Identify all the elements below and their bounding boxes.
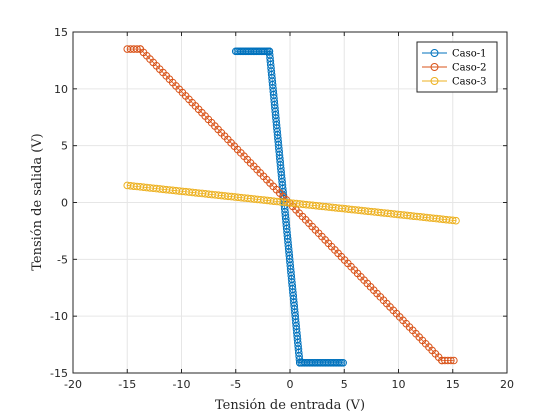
legend: Caso-1 Caso-2 Caso-3 — [416, 41, 498, 93]
x-tick-label: 0 — [287, 378, 294, 391]
legend-label: Caso-2 — [452, 63, 487, 74]
data-point — [447, 356, 455, 365]
series-Caso-1 — [231, 47, 347, 367]
data-point — [339, 358, 347, 367]
data-point — [450, 356, 458, 365]
y-tick-label: 5 — [61, 140, 68, 153]
series-line — [235, 50, 344, 364]
legend-marker — [430, 77, 439, 85]
legend-marker — [430, 49, 439, 57]
y-tick-label: -5 — [57, 253, 68, 266]
series-Caso-2 — [123, 45, 458, 365]
data-point — [441, 356, 449, 365]
x-tick-label: -20 — [64, 378, 82, 391]
x-tick-label: -10 — [173, 378, 191, 391]
x-tick-label: 10 — [392, 378, 406, 391]
x-tick-label: 20 — [500, 378, 514, 391]
x-axis-label: Tensión de entrada (V) — [215, 398, 365, 413]
y-tick-label: 15 — [54, 26, 68, 39]
legend-marker — [430, 63, 439, 71]
data-point — [444, 356, 452, 365]
x-tick-label: -15 — [118, 378, 136, 391]
legend-label: Caso-3 — [452, 77, 487, 88]
x-tick-label: -5 — [230, 378, 241, 391]
series-Caso-3 — [123, 181, 460, 225]
series-line — [127, 185, 457, 222]
y-tick-label: 0 — [61, 197, 68, 210]
data-point — [133, 45, 141, 53]
data-point — [438, 356, 446, 365]
y-tick-label: -10 — [50, 310, 68, 323]
data-point — [448, 216, 457, 225]
series-layer — [123, 45, 460, 367]
x-tick-label: 15 — [446, 378, 460, 391]
data-point — [452, 216, 460, 225]
series-line — [127, 48, 454, 361]
y-tick-label: 10 — [54, 83, 68, 96]
y-axis-label: Tensión de salida (V) — [30, 133, 45, 271]
x-tick-label: 5 — [341, 378, 348, 391]
legend-label: Caso-1 — [452, 49, 487, 60]
y-tick-label: -15 — [50, 367, 68, 380]
